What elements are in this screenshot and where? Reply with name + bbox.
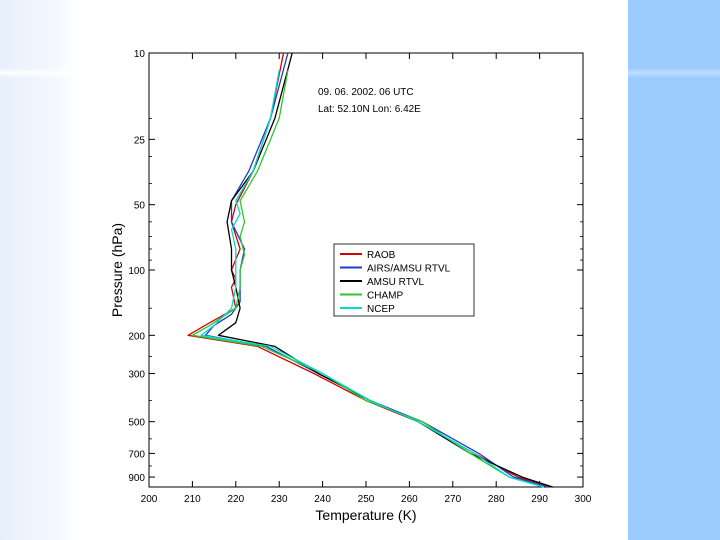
x-axis-label: Temperature (K) [315, 507, 416, 523]
series-line [200, 70, 545, 488]
legend-label: NCEP [367, 304, 395, 315]
x-tick-label: 220 [227, 494, 244, 505]
y-tick-label: 900 [128, 473, 145, 484]
x-axis: 200 210 220 230 240 250 260 270 280 290 300 [141, 53, 592, 505]
annotation-date: 09. 06. 2002. 06 UTC [318, 87, 414, 98]
legend-label: AIRS/AMSU RTVL [367, 264, 451, 275]
x-tick-label: 300 [575, 494, 592, 505]
x-tick-label: 200 [141, 494, 158, 505]
legend-label: AMSU RTVL [367, 277, 424, 288]
y-tick-label: 700 [128, 449, 145, 460]
y-axis-label: Pressure (hPa) [109, 223, 125, 317]
x-tick-label: 250 [358, 494, 375, 505]
y-tick-label: 50 [134, 201, 146, 212]
y-tick-label: 300 [128, 370, 145, 381]
y-tick-label: 100 [128, 266, 145, 277]
series-line [191, 70, 545, 488]
y-tick-label: 500 [128, 418, 145, 429]
x-tick-label: 260 [401, 494, 418, 505]
y-tick-label: 10 [134, 49, 146, 60]
y-axis: 10 25 50 100 200 300 500 700 900 [128, 49, 583, 484]
y-tick-label: 25 [134, 135, 146, 146]
x-tick-label: 240 [314, 494, 331, 505]
x-tick-label: 270 [444, 494, 461, 505]
legend: RAOB AIRS/AMSU RTVL AMSU RTVL CHAMP NCEP [333, 243, 475, 317]
slide-right-band [628, 0, 720, 540]
legend-label: CHAMP [367, 291, 403, 302]
x-tick-label: 210 [184, 494, 201, 505]
x-tick-label: 280 [488, 494, 505, 505]
x-tick-label: 290 [531, 494, 548, 505]
x-tick-label: 230 [271, 494, 288, 505]
y-tick-label: 200 [128, 331, 145, 342]
series-layer [187, 52, 553, 488]
legend-label: RAOB [367, 250, 396, 261]
annotation-location: Lat: 52.10N Lon: 6.42E [318, 104, 421, 115]
slide-left-band [0, 0, 78, 540]
